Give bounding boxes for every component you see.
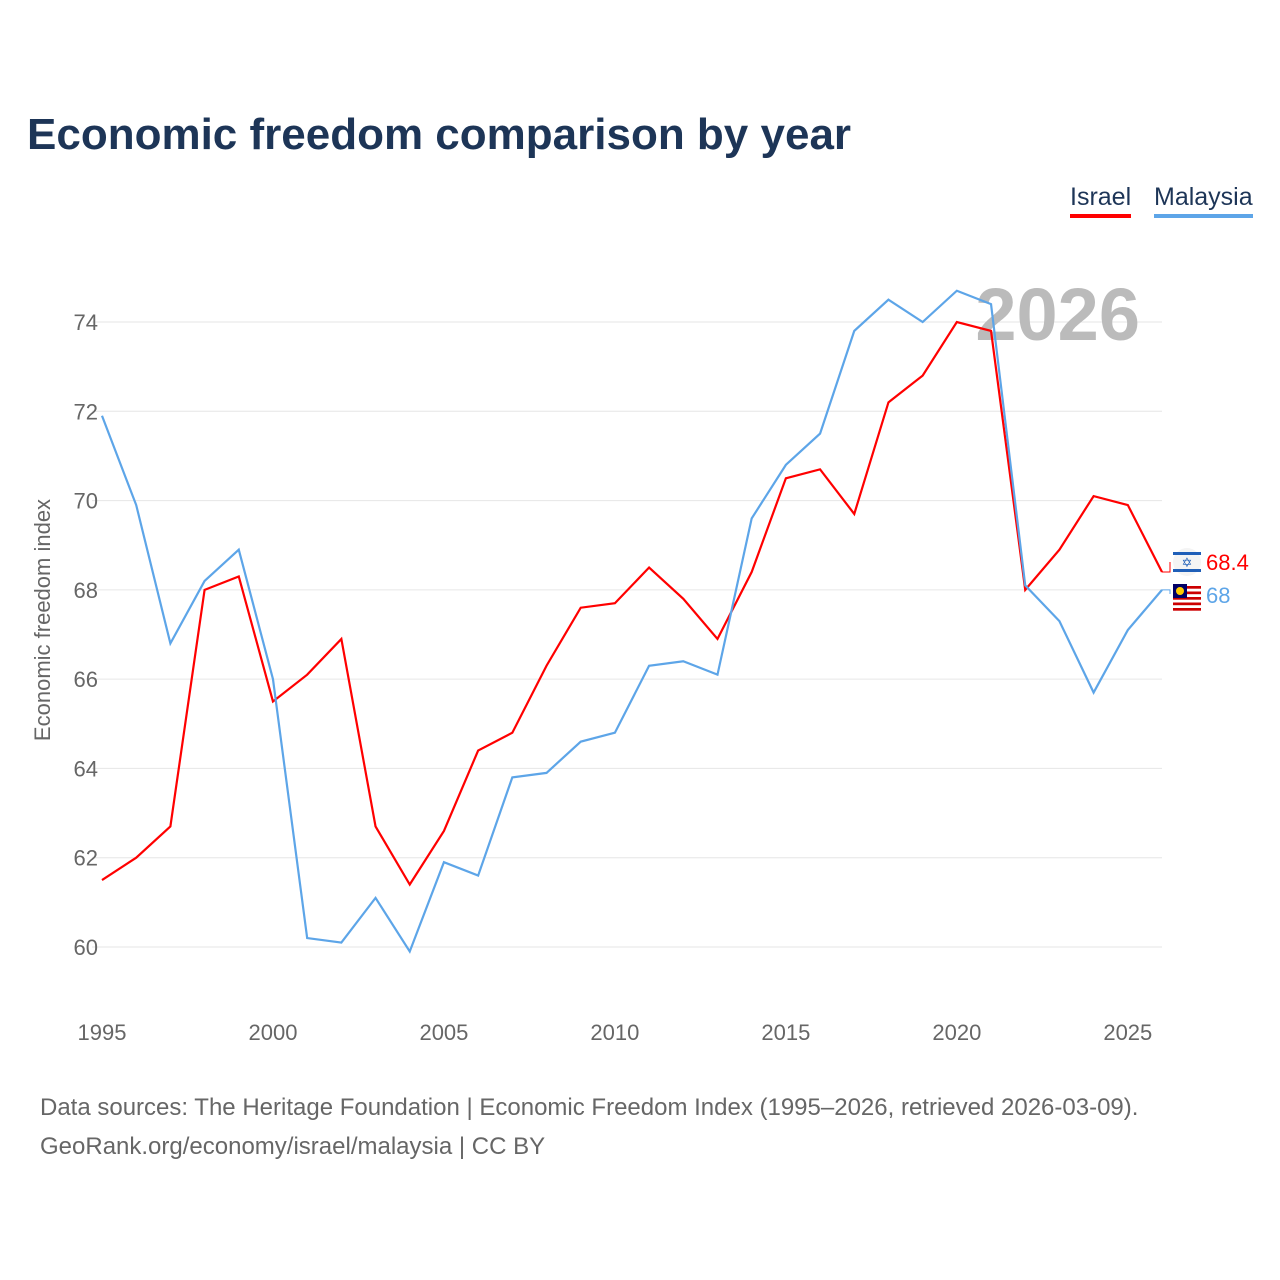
x-tick-label: 2020 [932, 1020, 981, 1045]
y-tick-label: 72 [74, 399, 98, 424]
x-tick-label: 2000 [248, 1020, 297, 1045]
x-tick-label: 1995 [78, 1020, 127, 1045]
flag-icon-israel: ✡ [1173, 548, 1201, 576]
series-line-malaysia [100, 289, 1163, 954]
y-axis-label: Economic freedom index [30, 499, 55, 741]
series-line-israel [101, 320, 1163, 887]
svg-text:✡: ✡ [1182, 555, 1193, 570]
source-line-2[interactable]: GeoRank.org/economy/israel/malaysia | CC… [40, 1133, 546, 1160]
y-tick-label: 70 [74, 489, 98, 514]
y-tick-label: 68 [74, 578, 98, 603]
flag-icon-malaysia [1173, 584, 1201, 612]
legend-israel[interactable]: Israel [1070, 183, 1132, 218]
year-watermark: 2026 [975, 273, 1140, 356]
y-tick-label: 74 [74, 310, 98, 335]
y-tick-label: 60 [74, 935, 98, 960]
source-line-1: Data sources: The Heritage Foundation | … [40, 1094, 1139, 1121]
y-tick-label: 64 [74, 756, 98, 781]
y-tick-label: 62 [74, 846, 98, 871]
end-value-label: 68.4 [1206, 550, 1249, 575]
x-tick-label: 2025 [1103, 1020, 1152, 1045]
end-value-label: 68 [1206, 583, 1230, 608]
end-connector [1162, 562, 1171, 573]
x-tick-label: 2005 [419, 1020, 468, 1045]
x-tick-label: 2010 [590, 1020, 639, 1045]
x-tick-label: 2015 [761, 1020, 810, 1045]
chart-title: Economic freedom comparison by year [27, 110, 852, 159]
source-note: Data sources: The Heritage Foundation | … [40, 1088, 1138, 1166]
y-tick-label: 66 [74, 667, 98, 692]
end-connector [1162, 589, 1171, 594]
legend-malaysia[interactable]: Malaysia [1154, 183, 1253, 218]
